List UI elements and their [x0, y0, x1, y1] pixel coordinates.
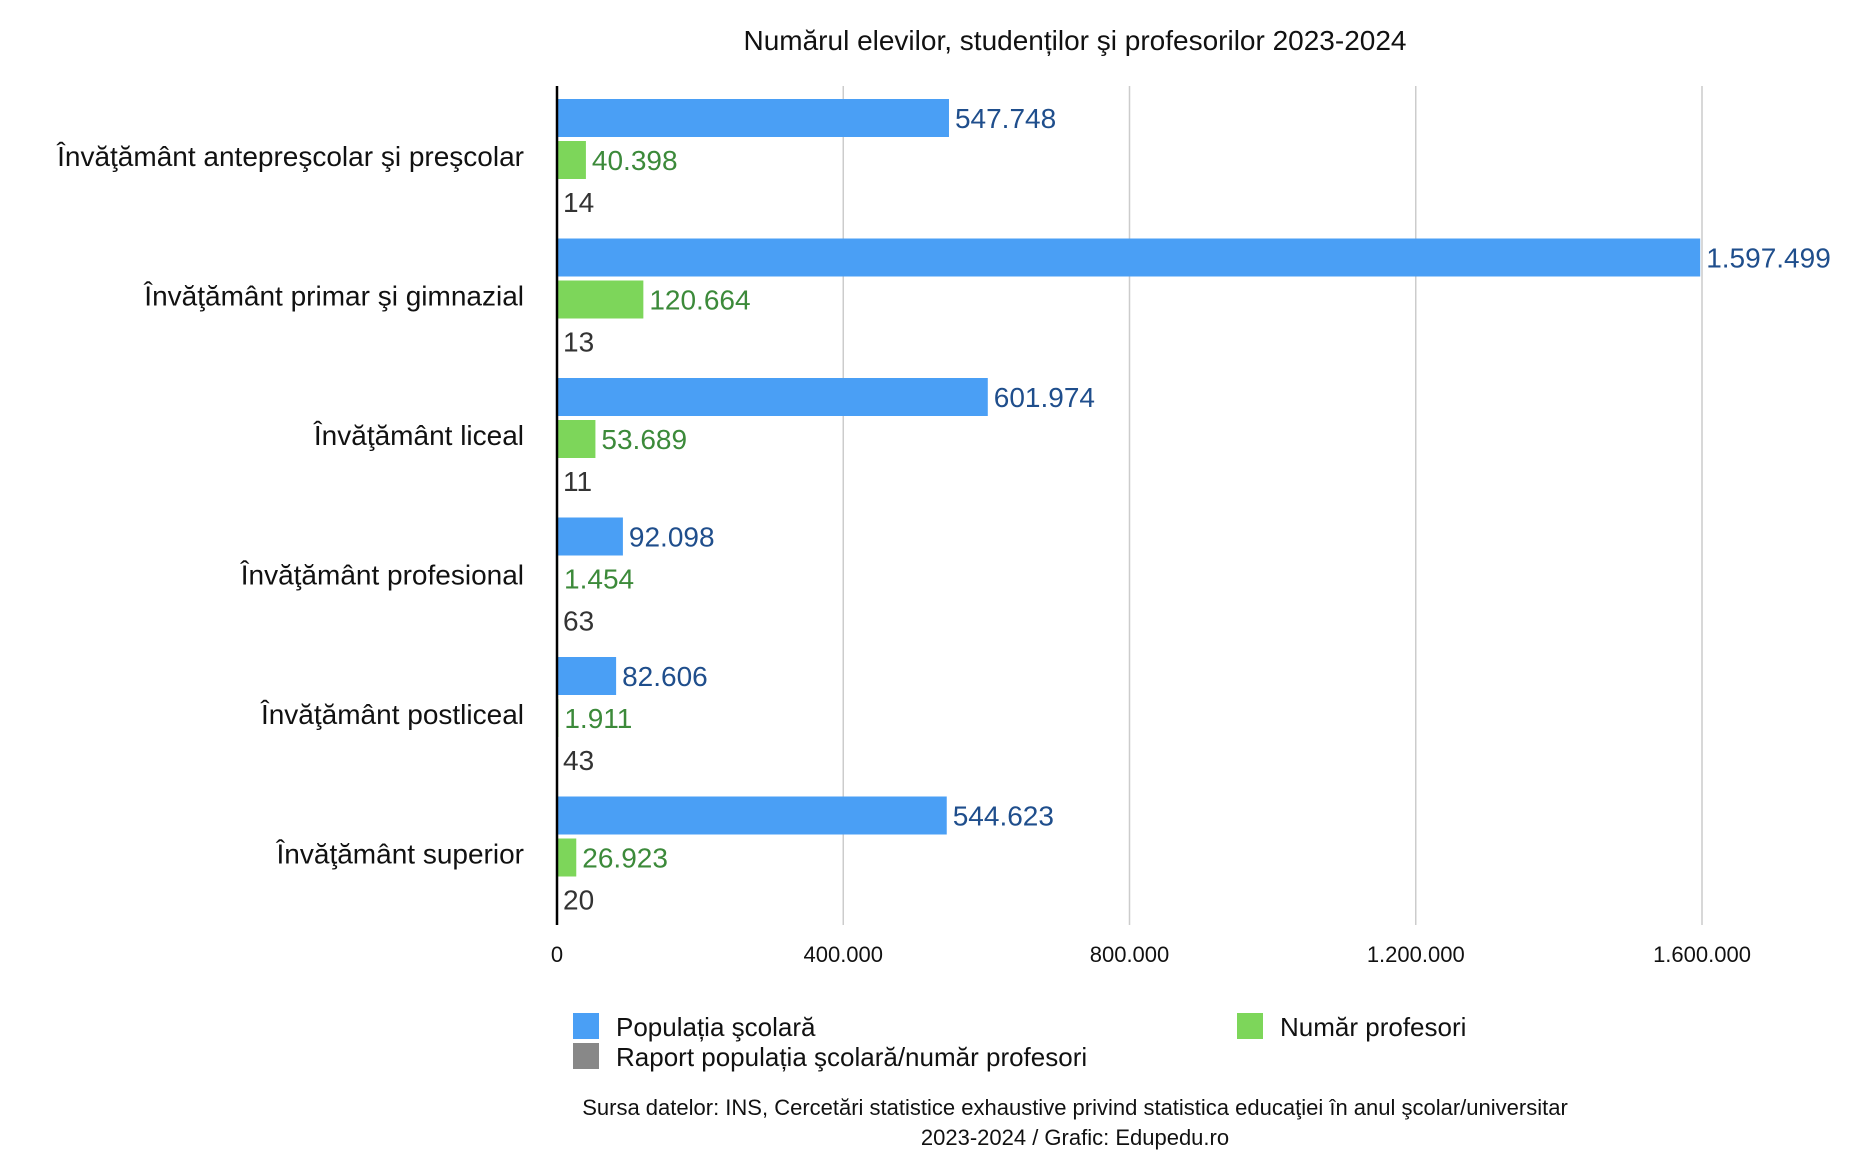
source-line-2: 2023-2024 / Grafic: Edupedu.ro	[921, 1125, 1229, 1150]
x-tick-label: 800.000	[1090, 942, 1170, 967]
x-tick-label: 1.600.000	[1653, 942, 1751, 967]
bar-populatia-5	[557, 796, 947, 835]
bar-populatia-0	[557, 99, 949, 137]
x-tick-label: 1.200.000	[1367, 942, 1465, 967]
category-labels: Învăţământ antepreşcolar şi preşcolar Înv…	[56, 141, 524, 870]
data-label-populatia-5: 544.623	[953, 801, 1054, 832]
chart-title: Numărul elevilor, studenților şi profeso…	[743, 25, 1406, 56]
data-label-populatia-0: 547.748	[955, 103, 1056, 134]
data-label-numar-4: 1.911	[564, 703, 632, 734]
data-label-raport-1: 13	[563, 327, 594, 358]
bar-populatia-1	[557, 238, 1701, 277]
category-label-1: Învăţământ primar şi gimnazial	[143, 280, 524, 311]
data-label-numar-3: 1.454	[564, 564, 634, 595]
data-label-numar-2: 53.689	[601, 424, 687, 455]
legend-label-raport: Raport populația şcolară/număr profesori	[616, 1042, 1087, 1072]
legend-label-populatie: Populația şcolară	[616, 1012, 816, 1042]
bars: 547.748 40.398 14 1.597.499 120.664 13 601.974…	[557, 99, 1831, 919]
category-label-4: Învăţământ postliceal	[260, 699, 524, 730]
legend: Populația şcolară Număr profesori Raport…	[573, 1012, 1466, 1072]
data-label-populatia-3: 92.098	[629, 522, 715, 553]
data-label-raport-2: 11	[563, 466, 592, 497]
data-label-populatia-2: 601.974	[994, 382, 1095, 413]
data-label-raport-0: 14	[563, 187, 594, 218]
category-label-0: Învăţământ antepreşcolar şi preşcolar	[56, 141, 524, 172]
legend-label-profesori: Număr profesori	[1280, 1012, 1466, 1042]
data-label-numar-0: 40.398	[592, 145, 678, 176]
data-label-raport-5: 20	[563, 885, 594, 916]
data-label-raport-3: 63	[563, 606, 594, 637]
data-label-populatia-4: 82.606	[622, 661, 708, 692]
grid-lines	[842, 86, 1703, 925]
bar-numar-1	[557, 280, 644, 319]
data-label-populatia-1: 1.597.499	[1706, 243, 1831, 274]
category-label-5: Învăţământ superior	[276, 838, 524, 869]
bar-numar-5	[557, 838, 577, 877]
legend-swatch-populatie	[573, 1013, 599, 1039]
category-label-2: Învăţământ liceal	[313, 420, 524, 451]
bar-numar-2	[557, 420, 596, 458]
x-axis-ticks: 0 400.000 800.000 1.200.000 1.600.000	[551, 942, 1751, 967]
data-label-raport-4: 43	[563, 745, 594, 776]
legend-swatch-raport	[573, 1043, 599, 1069]
x-tick-label: 400.000	[803, 942, 883, 967]
bar-numar-0	[557, 141, 586, 179]
source-line-1: Sursa datelor: INS, Cercetări statistice…	[582, 1095, 1568, 1120]
data-label-numar-5: 26.923	[582, 843, 668, 874]
bar-populatia-4	[557, 657, 617, 695]
legend-swatch-profesori	[1237, 1013, 1263, 1039]
x-tick-label: 0	[551, 942, 563, 967]
data-label-numar-1: 120.664	[649, 285, 750, 316]
bar-populatia-3	[557, 517, 623, 556]
category-label-3: Învăţământ profesional	[240, 559, 524, 590]
bar-populatia-2	[557, 378, 988, 416]
